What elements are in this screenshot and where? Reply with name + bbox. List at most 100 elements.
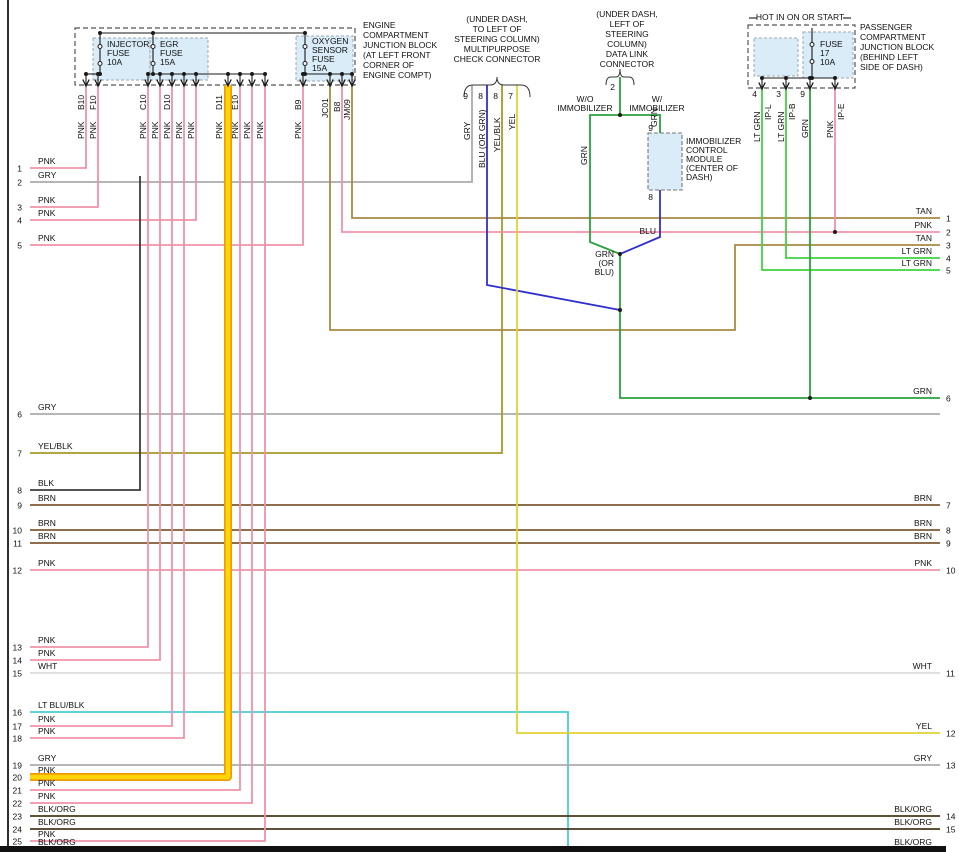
left-pin-label-15: WHT — [38, 661, 57, 671]
label-pnk: PNK — [138, 121, 148, 139]
wire-exit-arrow — [261, 79, 269, 88]
label-jm09: JM09 — [342, 99, 352, 120]
wire-exit-arrow — [144, 79, 152, 88]
label-b10: B10 — [76, 95, 86, 110]
junction-dot — [618, 308, 622, 312]
label-w-o: W/O — [577, 94, 594, 104]
label-hot-in-on-or-start: HOT IN ON OR START — [756, 12, 844, 22]
junction-dot — [98, 31, 102, 35]
label-fuse: FUSE — [160, 48, 183, 58]
label-blu-: BLU) — [595, 267, 615, 277]
left-pin-label-18: PNK — [38, 726, 56, 736]
left-pin-number-20: 20 — [13, 773, 23, 783]
label--or: (OR — [598, 258, 614, 268]
junction-dot — [250, 72, 254, 76]
left-pin-label-6: GRY — [38, 402, 57, 412]
junction-dot — [170, 72, 174, 76]
junction-dot — [263, 72, 267, 76]
label-control: CONTROL — [686, 145, 728, 155]
left-pin-number-12: 12 — [13, 566, 23, 576]
left-pin-label-5: PNK — [38, 233, 56, 243]
wire-exit-arrow — [156, 79, 164, 88]
left-pin-number-23: 23 — [13, 812, 23, 822]
label-9: 9 — [463, 91, 468, 101]
junction-dot — [350, 72, 354, 76]
right-pin-number-14: 14 — [946, 812, 956, 822]
label-7: 7 — [508, 91, 513, 101]
label-yel-blk: YEL/BLK — [492, 117, 502, 152]
wire-left-4-pnk — [30, 85, 197, 221]
label-pnk: PNK — [150, 121, 160, 139]
label-jc01: JC01 — [320, 98, 330, 118]
label-pnk: PNK — [162, 121, 172, 139]
label-blk-org: BLK/ORG — [894, 837, 932, 847]
left-pin-number-19: 19 — [13, 761, 23, 771]
label-pnk: PNK — [174, 121, 184, 139]
wire-exit-arrow — [236, 79, 244, 88]
wire-exit-arrow — [168, 79, 176, 88]
junction-dot — [833, 76, 837, 80]
label-engine-compt-: ENGINE COMPT) — [363, 70, 432, 80]
label-immobilizer: IMMOBILIZER — [686, 136, 741, 146]
label-4: 4 — [752, 89, 757, 99]
label--at-left-front: (AT LEFT FRONT — [363, 50, 431, 60]
passenger-junction-block-box — [747, 24, 856, 89]
label-corner-of: CORNER OF — [363, 60, 414, 70]
label-grn: GRN — [579, 146, 589, 165]
fuse-terminal — [97, 61, 103, 66]
junction-dot — [760, 76, 764, 80]
right-pin-number-15: 15 — [946, 825, 956, 835]
right-pin-number-3: 3 — [946, 241, 951, 251]
left-pin-label-11: BRN — [38, 531, 56, 541]
label-pnk: PNK — [214, 121, 224, 139]
wire-exit-arrow — [782, 82, 790, 91]
left-pin-number-22: 22 — [13, 799, 23, 809]
left-pin-label-21: PNK — [38, 778, 56, 788]
label-blu: BLU — [639, 226, 656, 236]
label-column-: COLUMN) — [607, 39, 647, 49]
label-multipurpose: MULTIPURPOSE — [464, 44, 531, 54]
label-fuse: FUSE — [820, 39, 843, 49]
left-pin-label-12: PNK — [38, 558, 56, 568]
junction-dot — [238, 72, 242, 76]
left-pin-number-6: 6 — [17, 410, 22, 420]
wire-left-16-ltblublk — [30, 711, 569, 846]
label-module: MODULE — [686, 154, 723, 164]
label-d11: D11 — [214, 95, 224, 110]
label--center-of: (CENTER OF — [686, 163, 738, 173]
wire-exit-arrow — [224, 79, 232, 88]
label-oxygen: OXYGEN — [312, 36, 348, 46]
label-9: 9 — [648, 123, 653, 133]
left-pin-label-3: PNK — [38, 195, 56, 205]
label-junction-block: JUNCTION BLOCK — [363, 40, 437, 50]
left-pin-label-14: PNK — [38, 648, 56, 658]
wire-ltgrn-ipl — [761, 88, 940, 271]
label-8: 8 — [648, 192, 653, 202]
label-ip-l: IP-L — [763, 104, 773, 120]
junction-dot — [340, 72, 344, 76]
label-data-link: DATA LINK — [606, 49, 649, 59]
right-pin-label-2: PNK — [915, 220, 933, 230]
label-c10: C10 — [138, 94, 148, 110]
wire-left-5-pnk — [30, 85, 304, 246]
wire-ltgrn-ipb — [785, 88, 940, 259]
label-check-connector: CHECK CONNECTOR — [454, 54, 541, 64]
label-15a: 15A — [160, 57, 175, 67]
left-pin-number-2: 2 — [17, 178, 22, 188]
label-lt-grn: LT GRN — [752, 112, 762, 142]
label-e10: E10 — [230, 95, 240, 110]
junction-dot — [151, 72, 155, 76]
label--behind-left: (BEHIND LEFT — [860, 52, 918, 62]
right-pin-label-10: PNK — [915, 558, 933, 568]
wire-left-1-pnk — [30, 85, 87, 169]
label-blk-org: BLK/ORG — [38, 837, 76, 847]
label-grn: GRN — [649, 108, 659, 127]
label-pnk: PNK — [293, 121, 303, 139]
passenger-left-box — [753, 37, 799, 77]
bottom-crop-bar — [0, 846, 946, 852]
label-passenger: PASSENGER — [860, 22, 912, 32]
wire-left-25-pnk — [30, 85, 266, 842]
left-pin-number-8: 8 — [17, 486, 22, 496]
